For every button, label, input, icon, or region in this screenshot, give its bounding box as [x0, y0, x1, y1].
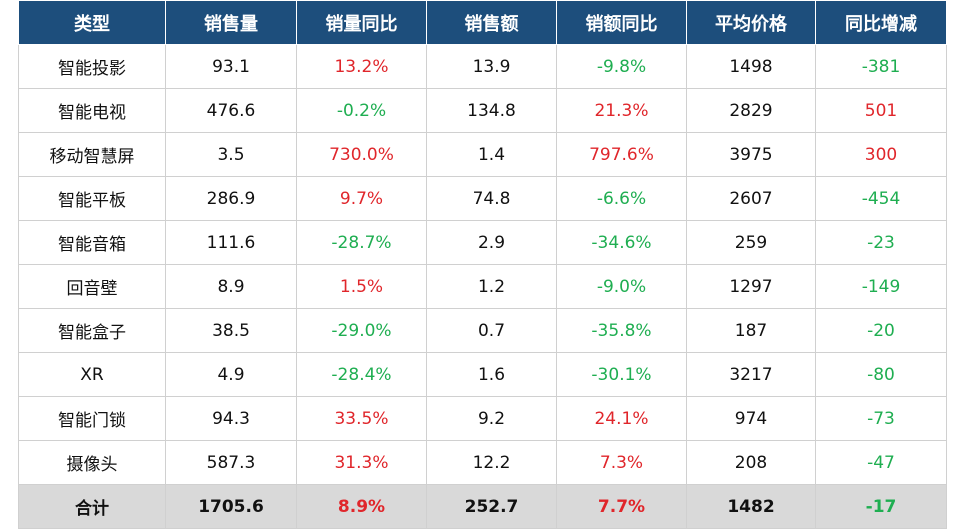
cell: 31.3% [296, 440, 427, 485]
cell: 0.7 [426, 308, 557, 353]
data-row: 智能盒子 38.5 -29.0% 0.7 -35.8% 187 -20 [18, 308, 947, 353]
cell: 111.6 [165, 220, 297, 265]
cell: 38.5 [165, 308, 297, 353]
cell: 21.3% [556, 88, 687, 133]
cell: 1.4 [426, 132, 557, 177]
cell: 286.9 [165, 176, 297, 221]
cell: 2607 [686, 176, 816, 221]
cell: 合计 [18, 484, 166, 529]
cell: 智能投影 [18, 44, 166, 89]
cell: 476.6 [165, 88, 297, 133]
cell: 13.2% [296, 44, 427, 89]
header-cell: 销额同比 [556, 0, 687, 45]
cell: -73 [815, 396, 947, 441]
data-row: 智能投影 93.1 13.2% 13.9 -9.8% 1498 -381 [18, 44, 947, 89]
cell: -17 [815, 484, 947, 529]
cell: -0.2% [296, 88, 427, 133]
data-row: 智能电视 476.6 -0.2% 134.8 21.3% 2829 501 [18, 88, 947, 133]
cell: 1.5% [296, 264, 427, 309]
cell: 587.3 [165, 440, 297, 485]
header-cell: 销售量 [165, 0, 297, 45]
cell: 94.3 [165, 396, 297, 441]
cell: 187 [686, 308, 816, 353]
cell: -381 [815, 44, 947, 89]
cell: 74.8 [426, 176, 557, 221]
cell: 1482 [686, 484, 816, 529]
data-row: 智能平板 286.9 9.7% 74.8 -6.6% 2607 -454 [18, 176, 947, 221]
cell: 13.9 [426, 44, 557, 89]
cell: 24.1% [556, 396, 687, 441]
data-row: 摄像头 587.3 31.3% 12.2 7.3% 208 -47 [18, 440, 947, 485]
cell: 移动智慧屏 [18, 132, 166, 177]
cell: 252.7 [426, 484, 557, 529]
cell: 134.8 [426, 88, 557, 133]
cell: -454 [815, 176, 947, 221]
cell: 7.3% [556, 440, 687, 485]
cell: 8.9 [165, 264, 297, 309]
cell: -47 [815, 440, 947, 485]
sales-table: 类型 销售量 销量同比 销售额 销额同比 平均价格 同比增减 智能投影 93.1 13.2% 13… [18, 0, 947, 529]
data-row: 移动智慧屏 3.5 730.0% 1.4 797.6% 3975 300 [18, 132, 947, 177]
cell: -34.6% [556, 220, 687, 265]
cell: 智能门锁 [18, 396, 166, 441]
cell: 智能音箱 [18, 220, 166, 265]
data-row: 智能门锁 94.3 33.5% 9.2 24.1% 974 -73 [18, 396, 947, 441]
cell: -20 [815, 308, 947, 353]
cell: -35.8% [556, 308, 687, 353]
cell: -80 [815, 352, 947, 397]
cell: 智能盒子 [18, 308, 166, 353]
cell: -9.0% [556, 264, 687, 309]
cell: 回音壁 [18, 264, 166, 309]
cell: 300 [815, 132, 947, 177]
cell: 8.9% [296, 484, 427, 529]
cell: 1297 [686, 264, 816, 309]
cell: 2.9 [426, 220, 557, 265]
cell: -28.7% [296, 220, 427, 265]
cell: -28.4% [296, 352, 427, 397]
cell: 974 [686, 396, 816, 441]
cell: -9.8% [556, 44, 687, 89]
cell: 208 [686, 440, 816, 485]
cell: 9.2 [426, 396, 557, 441]
cell: 4.9 [165, 352, 297, 397]
table-body: 智能投影 93.1 13.2% 13.9 -9.8% 1498 -381 智能电视 476.6-… [18, 44, 947, 529]
cell: 3975 [686, 132, 816, 177]
cell: 7.7% [556, 484, 687, 529]
cell: 3.5 [165, 132, 297, 177]
cell: 3217 [686, 352, 816, 397]
data-row: XR 4.9 -28.4% 1.6 -30.1% 3217 -80 [18, 352, 947, 397]
cell: -6.6% [556, 176, 687, 221]
header-row: 类型 销售量 销量同比 销售额 销额同比 平均价格 同比增减 [18, 0, 947, 45]
cell: 93.1 [165, 44, 297, 89]
cell: 1498 [686, 44, 816, 89]
cell: 9.7% [296, 176, 427, 221]
cell: 2829 [686, 88, 816, 133]
cell: 摄像头 [18, 440, 166, 485]
cell: 797.6% [556, 132, 687, 177]
cell: 12.2 [426, 440, 557, 485]
cell: 1705.6 [165, 484, 297, 529]
total-row: 合计 1705.6 8.9% 252.7 7.7% 1482 -17 [18, 484, 947, 529]
header-cell: 销量同比 [296, 0, 427, 45]
cell: 33.5% [296, 396, 427, 441]
cell: -29.0% [296, 308, 427, 353]
cell: 智能电视 [18, 88, 166, 133]
cell: 730.0% [296, 132, 427, 177]
cell: -149 [815, 264, 947, 309]
cell: -30.1% [556, 352, 687, 397]
header-cell: 类型 [18, 0, 166, 45]
data-row: 智能音箱 111.6 -28.7% 2.9 -34.6% 259 -23 [18, 220, 947, 265]
cell: 501 [815, 88, 947, 133]
cell: 智能平板 [18, 176, 166, 221]
header-cell: 同比增减 [815, 0, 947, 45]
cell: -23 [815, 220, 947, 265]
header-cell: 销售额 [426, 0, 557, 45]
cell: 1.2 [426, 264, 557, 309]
data-row: 回音壁 8.9 1.5% 1.2 -9.0% 1297 -149 [18, 264, 947, 309]
header-cell: 平均价格 [686, 0, 816, 45]
cell: 1.6 [426, 352, 557, 397]
cell: 259 [686, 220, 816, 265]
cell: XR [18, 352, 166, 397]
